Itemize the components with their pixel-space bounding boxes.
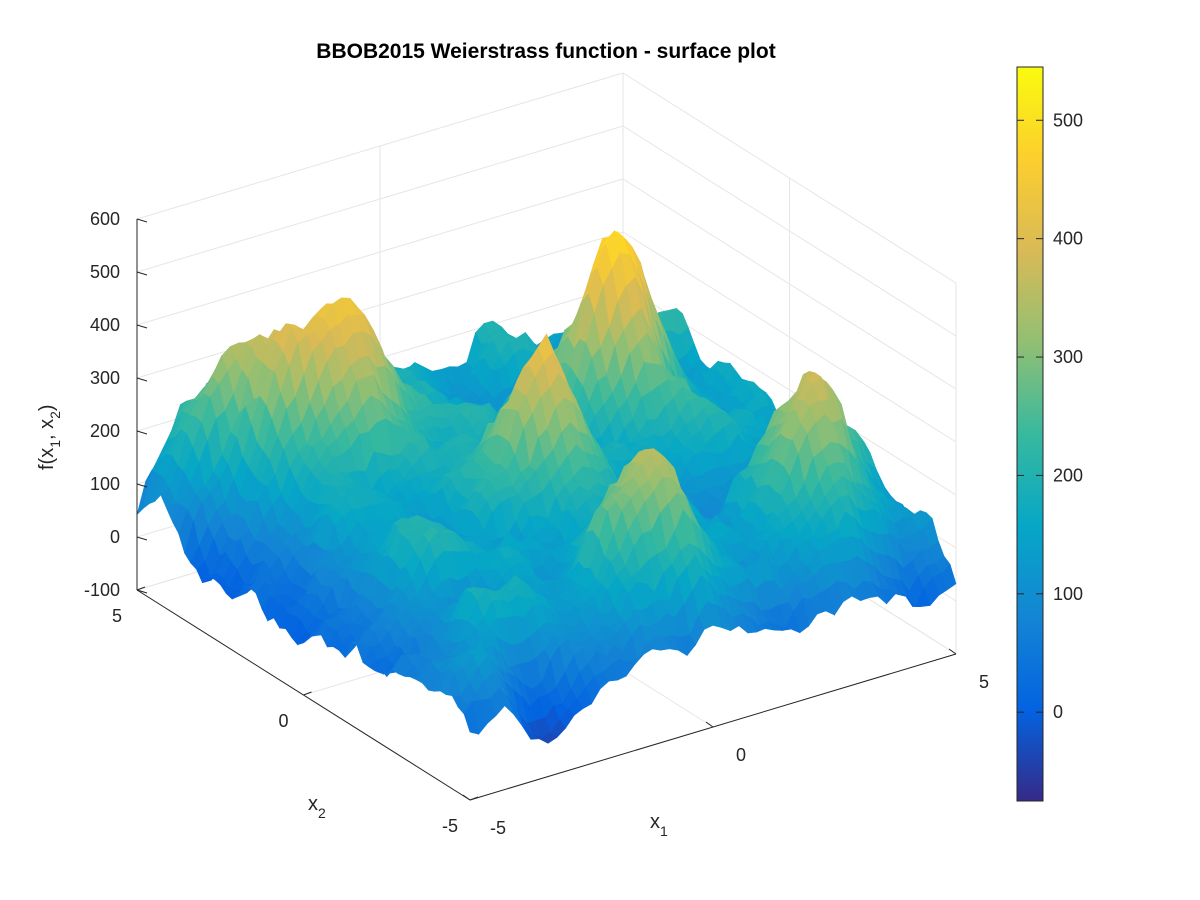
z-tick <box>136 377 148 382</box>
colorbar-tick-label: 500 <box>1053 110 1083 130</box>
colorbar-ticks: 0 100 200 300 400 500 <box>1017 110 1083 722</box>
colorbar-tick-label: 200 <box>1053 465 1083 485</box>
x2-tick-label: 5 <box>112 606 122 626</box>
z-tick <box>136 430 148 435</box>
z-tick-label: 400 <box>90 315 120 335</box>
z-tick-label: 300 <box>90 368 120 388</box>
z-tick <box>136 218 148 223</box>
x2-tick <box>136 586 146 591</box>
x2-tick-label: 0 <box>278 711 288 731</box>
colorbar: 0 100 200 300 400 500 <box>1016 66 1083 802</box>
surface-mesh <box>136 230 957 744</box>
z-tick-label: 200 <box>90 421 120 441</box>
z-tick <box>136 483 148 488</box>
x1-axis-label: x1 <box>650 811 668 839</box>
x2-tick <box>303 691 312 696</box>
surface-patch <box>463 701 480 735</box>
colorbar-tick-label: 400 <box>1053 229 1083 249</box>
z-tick <box>136 324 148 329</box>
axes-lines <box>136 218 957 801</box>
z-tick-label: 100 <box>90 474 120 494</box>
z-tick <box>136 589 148 594</box>
z-tick <box>136 536 148 541</box>
tick-labels: -5 0 5 -5 0 5 -100 0 100 200 300 400 500 600 <box>84 209 989 838</box>
z-tick-label: 0 <box>110 527 120 547</box>
x1-tick-label: 0 <box>736 745 746 765</box>
z-axis-label: f(x1, x2) <box>36 404 63 470</box>
colorbar-gradient <box>1016 66 1044 802</box>
z-tick-label: 600 <box>90 209 120 229</box>
x2-tick <box>469 796 479 801</box>
z-tick-label: 500 <box>90 262 120 282</box>
colorbar-tick-label: 0 <box>1053 702 1063 722</box>
z-tick-label: -100 <box>84 580 120 600</box>
x2-tick-label: -5 <box>442 816 458 836</box>
x2-axis-label: x2 <box>308 793 326 821</box>
colorbar-tick-label: 100 <box>1053 584 1083 604</box>
z-tick <box>136 271 148 276</box>
x1-tick-label: -5 <box>490 818 506 838</box>
x1-tick <box>948 648 957 655</box>
x1-tick <box>705 721 714 728</box>
chart-title: BBOB2015 Weierstrass function - surface … <box>316 40 775 63</box>
x1-tick <box>462 794 471 801</box>
x1-tick-label: 5 <box>979 672 989 692</box>
colorbar-tick-label: 300 <box>1053 347 1083 367</box>
